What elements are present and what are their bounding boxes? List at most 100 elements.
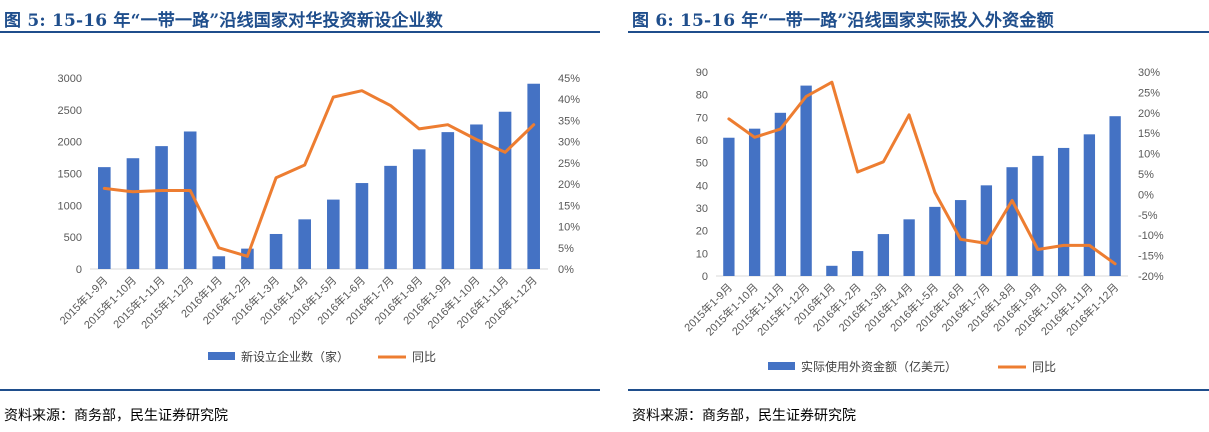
yoy-point-7	[274, 176, 278, 179]
bar-6	[241, 248, 254, 269]
y-right-tick-label: -20%	[1138, 271, 1164, 283]
bar-13	[441, 132, 455, 269]
y-left-tick-label: 0	[76, 264, 82, 276]
bar-14	[470, 124, 483, 269]
y-right-tick-label: 30%	[558, 137, 580, 149]
yoy-point-11	[985, 242, 988, 245]
yoy-point-3	[779, 127, 782, 131]
bar-5	[826, 265, 838, 276]
yoy-point-10	[959, 238, 962, 241]
y-left-tick-label: 60	[696, 135, 708, 147]
yoy-point-2	[131, 190, 135, 193]
bar-16	[527, 83, 540, 269]
y-left-tick-label: 30	[696, 203, 708, 215]
yoy-line	[727, 80, 1117, 266]
yoy-point-16	[532, 123, 535, 126]
figure-6-panel: 图 6: 15-16 年“一带一路”沿线国家实际投入外资金额 0 10 20 30 40…	[628, 0, 1209, 432]
y-right-tick-label: 5%	[1138, 169, 1154, 181]
bar-2	[748, 128, 761, 276]
y-right-tick-label: 20%	[558, 179, 580, 191]
bar-14	[1057, 147, 1070, 276]
yoy-point-9	[933, 191, 937, 194]
y-left-tick-label: 40	[696, 180, 708, 192]
bar-1	[723, 137, 735, 276]
legend-bar-label: 实际使用外资金额（亿美元）	[801, 359, 957, 374]
bar-6	[851, 251, 864, 276]
yoy-point-6	[246, 255, 249, 258]
bar-3	[155, 146, 168, 269]
bar-3	[774, 112, 787, 276]
y-left-tick-label: 10	[696, 248, 708, 260]
y-left-tick-label: 80	[696, 90, 708, 102]
yoy-point-5	[217, 246, 221, 249]
yoy-point-8	[303, 163, 306, 167]
y-right-tick-label: 20%	[1138, 108, 1160, 120]
bar-13	[1032, 155, 1044, 276]
yoy-point-11	[389, 104, 392, 107]
figure-6-title: 图 6: 15-16 年“一带一路”沿线国家实际投入外资金额	[632, 11, 1054, 31]
yoy-point-13	[446, 123, 450, 126]
y-right-tick-label: -15%	[1138, 251, 1164, 263]
legend-bar-label: 新设立企业数（家）	[241, 349, 349, 364]
bar-12	[412, 149, 426, 269]
yoy-point-10	[360, 89, 364, 92]
y-right-tick-label: 10%	[1138, 149, 1160, 161]
figure-5-chart: 0 500 1000 1500 2000 2500 3000 0% 5% 10% 15% 20% 25%…	[56, 73, 580, 364]
bar-5	[212, 256, 226, 269]
y-left-tick-label: 90	[696, 67, 708, 79]
yoy-point-13	[1036, 248, 1040, 251]
bar-15	[498, 111, 512, 269]
bar-8	[903, 219, 915, 276]
y-left-tick-label: 500	[64, 232, 82, 244]
y-left-tick-label: 0	[702, 271, 708, 283]
yoy-point-7	[882, 160, 885, 163]
y-left-tick-label: 2500	[58, 105, 82, 117]
bar-9	[327, 199, 340, 269]
y-right-tick-label: -5%	[1138, 210, 1158, 222]
y-right-tick-label: -10%	[1138, 230, 1164, 242]
y-left-tick-label: 20	[696, 226, 708, 238]
yoy-point-4	[804, 95, 808, 98]
yoy-point-8	[907, 113, 911, 117]
bar-11	[980, 185, 993, 276]
y-right-tick-label: 15%	[558, 200, 580, 212]
figure-6-source: 资料来源：商务部，民生证券研究院	[632, 408, 856, 424]
yoy-point-6	[856, 170, 859, 174]
y-right-tick-label: 25%	[1138, 87, 1160, 99]
legend-bar-swatch	[768, 362, 795, 370]
figure-6-bottom-rule	[628, 389, 1209, 391]
bar-7	[269, 233, 283, 269]
y-right-tick-label: 0%	[1138, 189, 1154, 201]
y-right-tick-label: 40%	[558, 94, 580, 106]
yoy-point-4	[188, 189, 192, 192]
legend-bar-swatch	[208, 352, 235, 360]
yoy-point-3	[160, 189, 163, 192]
bar-8	[298, 219, 311, 269]
yoy-point-15	[1088, 244, 1091, 247]
y-left-tick-label: 1500	[58, 169, 82, 181]
bar-11	[384, 165, 397, 269]
bar-15	[1083, 134, 1096, 276]
figure-6-top-rule	[628, 31, 1209, 33]
bar-4	[800, 85, 812, 276]
yoy-point-16	[1113, 262, 1117, 265]
figure-5-top-rule	[0, 31, 600, 33]
bar-10	[355, 183, 369, 269]
legend-line-label: 同比	[412, 350, 436, 364]
yoy-point-1	[727, 117, 731, 121]
figure-5-title: 图 5: 15-16 年“一带一路”沿线国家对华投资新设企业数	[4, 11, 443, 31]
y-right-tick-label: 5%	[558, 243, 574, 255]
y-left-tick-label: 70	[696, 112, 708, 124]
yoy-point-1	[103, 187, 106, 190]
yoy-point-14	[475, 138, 478, 141]
figure-6-chart: 0 10 20 30 40 50 60 70 80 90 -20% -15% -10% -5% 0% 5% 10…	[681, 67, 1164, 374]
yoy-point-14	[1062, 244, 1065, 247]
figure-5-bottom-rule	[0, 389, 600, 391]
bar-16	[1109, 116, 1121, 276]
bar-9	[929, 206, 941, 276]
yoy-point-9	[332, 95, 335, 99]
yoy-line	[102, 89, 536, 258]
y-left-tick-label: 1000	[58, 200, 82, 212]
figure-5-source: 资料来源：商务部，民生证券研究院	[4, 408, 228, 424]
figure-5-panel: 图 5: 15-16 年“一带一路”沿线国家对华投资新设企业数 0 500 1000…	[0, 0, 600, 432]
